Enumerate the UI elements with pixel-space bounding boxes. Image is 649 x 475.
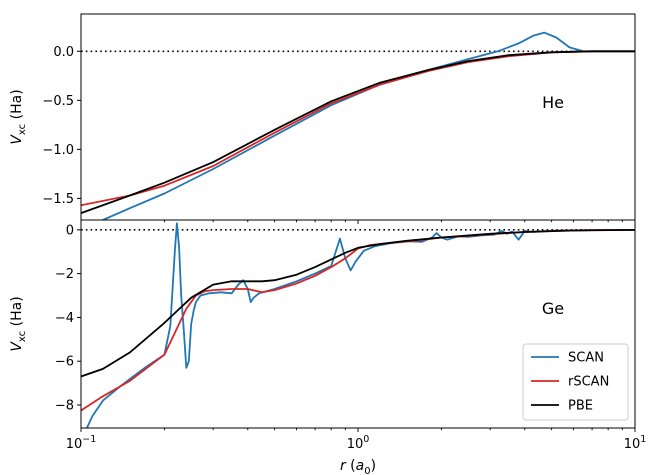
legend-box [522, 343, 629, 421]
y-axis-unit: (Ha) [9, 296, 25, 330]
panel-annotation: Ge [542, 299, 564, 318]
x-tick-base: 10 [347, 437, 364, 452]
legend-entry-pbe: PBE [568, 399, 593, 414]
y-tick-label: −1.0 [42, 143, 74, 158]
x-axis-unit: a [356, 458, 365, 474]
y-axis-label: Vxc (Ha) [9, 296, 28, 351]
y-axis-symbol: V [9, 341, 25, 352]
x-tick-label: 101 [624, 434, 647, 452]
x-axis-label: r (a0) [340, 458, 376, 475]
y-tick-label: −6 [55, 355, 74, 370]
y-tick-label: −8 [55, 399, 74, 414]
x-tick-exponent: 0 [363, 434, 369, 445]
y-axis-symbol: V [9, 134, 25, 145]
y-tick-label: 0.0 [53, 45, 74, 60]
y-axis-subscript: xc [17, 331, 28, 342]
y-axis-subscript: xc [17, 124, 28, 135]
legend-entry-scan: SCAN [568, 351, 604, 366]
series-group [81, 222, 635, 428]
x-tick-exponent: −1 [82, 434, 96, 445]
y-tick-label: 0 [66, 223, 74, 238]
series-group [81, 31, 635, 220]
plot-frame [80, 13, 636, 221]
series-line-pbe [81, 229, 635, 378]
legend: SCAN rSCAN PBE [522, 343, 629, 421]
x-tick-label: 10−1 [66, 434, 97, 452]
legend-entry-rscan: rSCAN [568, 375, 609, 390]
x-tick-exponent: 1 [640, 434, 646, 445]
x-tick-base: 10 [66, 437, 83, 452]
y-tick-label: −4 [55, 311, 74, 326]
x-axis-symbol: r [340, 458, 347, 474]
panel-annotation: He [542, 93, 564, 112]
y-tick-label: −2 [55, 267, 74, 282]
series-line-scan [102, 31, 635, 220]
x-axis-unit-subscript: 0 [364, 466, 370, 475]
x-axis-paren-close: ) [371, 458, 376, 474]
y-axis-unit: (Ha) [9, 89, 25, 123]
panel-he: 0.0 −0.5 −1.0 −1.5 Vxc (Ha) He [9, 13, 636, 224]
x-tick-label: 100 [347, 434, 370, 452]
y-tick-label: −1.5 [42, 192, 74, 207]
y-axis-label: Vxc (Ha) [9, 89, 28, 144]
x-tick-base: 10 [624, 437, 641, 452]
y-tick-label: −0.5 [42, 94, 74, 109]
x-axis-paren-open: ( [346, 458, 356, 474]
series-line-pbe [81, 50, 635, 214]
